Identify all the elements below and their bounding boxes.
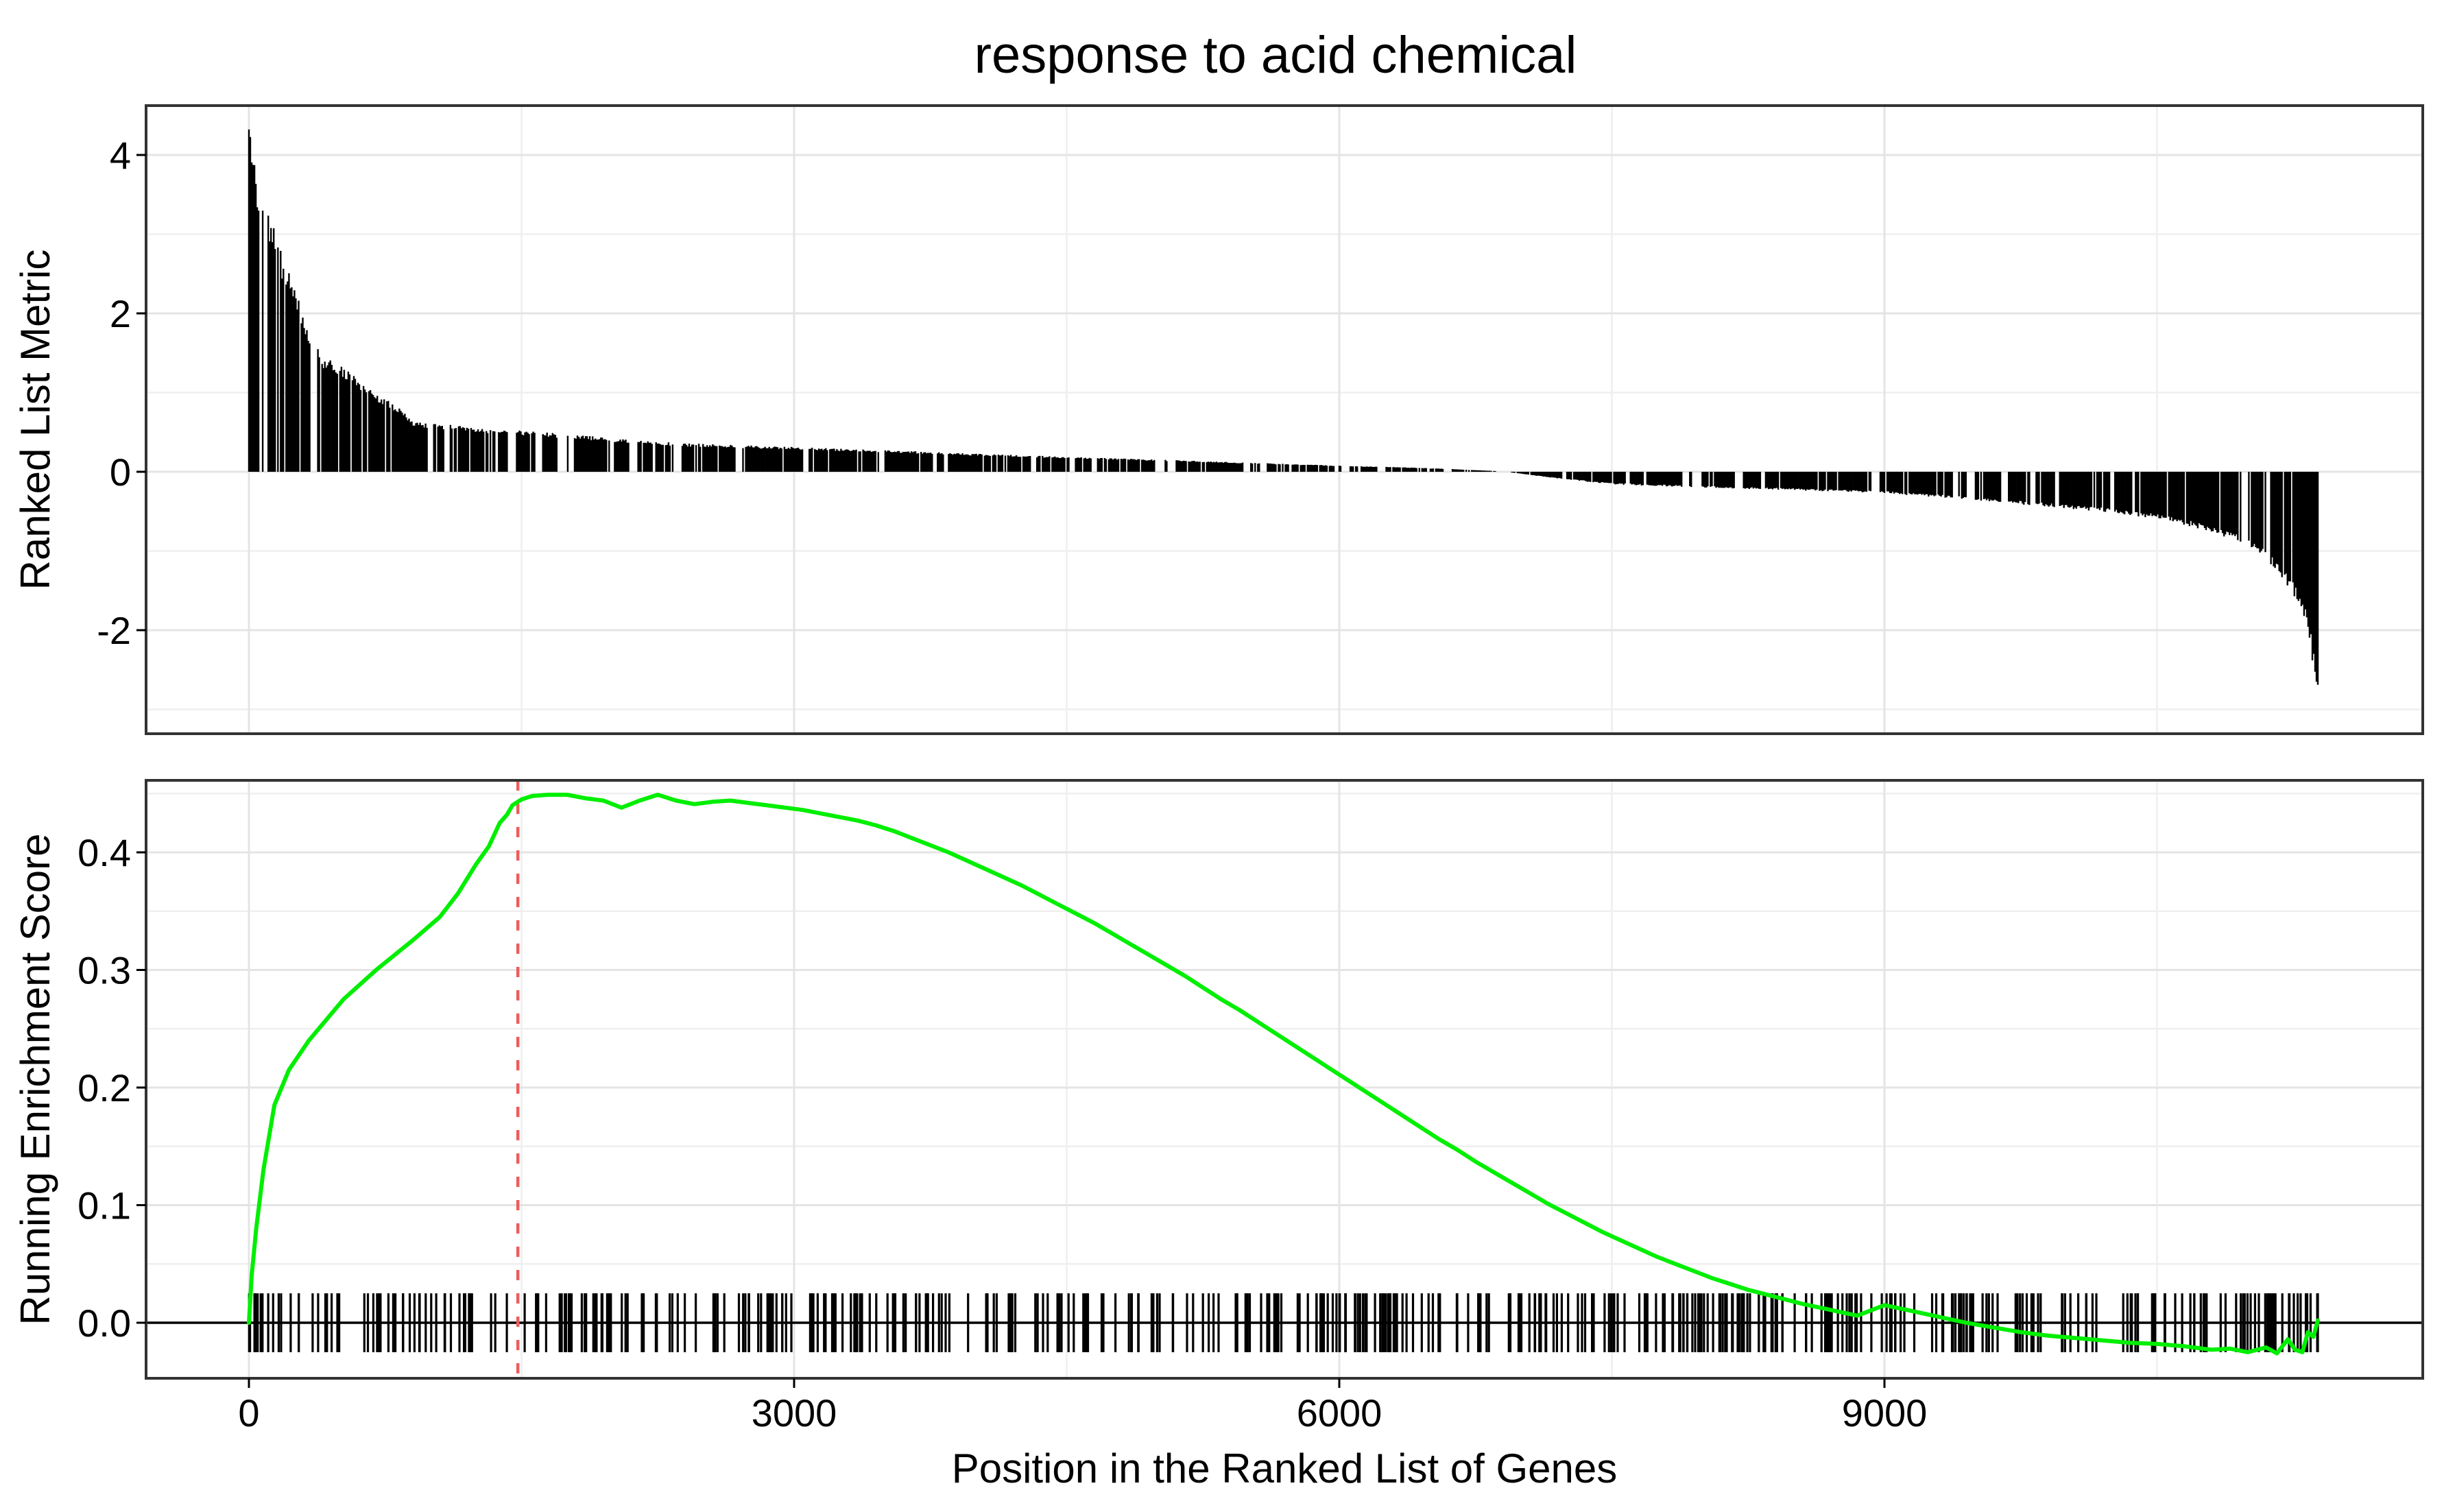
enrichment-score-curve-group	[247, 793, 2320, 1356]
x-ticks: 0 3000 6000 9000	[238, 1378, 1927, 1435]
x-tick-label: 6000	[1297, 1391, 1382, 1435]
gridlines-top	[146, 106, 2423, 734]
plot-title: response to acid chemical	[974, 26, 1577, 84]
gene-hit-rug	[248, 1293, 2319, 1352]
gridlines-bottom	[146, 780, 2423, 1378]
y-tick-label-bottom: 0.2	[77, 1066, 131, 1109]
y-tick-label-top: 0	[110, 451, 131, 494]
x-tick-label: 9000	[1842, 1391, 1928, 1435]
y-axis-title-bottom: Running Enrichment Score	[12, 833, 58, 1325]
enrichment-score-curve	[247, 793, 2320, 1356]
x-axis-title: Position in the Ranked List of Genes	[952, 1445, 1618, 1491]
ranked-metric-bars	[248, 129, 2319, 685]
y-ticks-bottom: 0.4 0.3 0.2 0.1 0.0	[77, 831, 146, 1345]
x-tick-label: 3000	[752, 1391, 837, 1435]
y-tick-label-bottom: 0.0	[77, 1301, 131, 1345]
y-tick-label-top: 4	[110, 134, 131, 177]
bottom-panel-border	[145, 779, 2424, 1380]
y-axis-title-top: Ranked List Metric	[12, 250, 58, 590]
y-tick-label-top: 2	[110, 292, 131, 335]
y-ticks-top: 4 2 0 -2	[97, 134, 146, 652]
y-tick-label-top: -2	[97, 609, 131, 652]
top-panel-border	[145, 104, 2424, 735]
bottom-panel: 0.4 0.3 0.2 0.1 0.0 0 3000 6000 9000	[77, 779, 2424, 1435]
y-tick-label-bottom: 0.1	[77, 1184, 131, 1227]
y-tick-label-bottom: 0.3	[77, 949, 131, 992]
top-panel: 4 2 0 -2	[97, 104, 2424, 735]
x-tick-label: 0	[238, 1391, 259, 1435]
y-tick-label-bottom: 0.4	[77, 831, 131, 874]
